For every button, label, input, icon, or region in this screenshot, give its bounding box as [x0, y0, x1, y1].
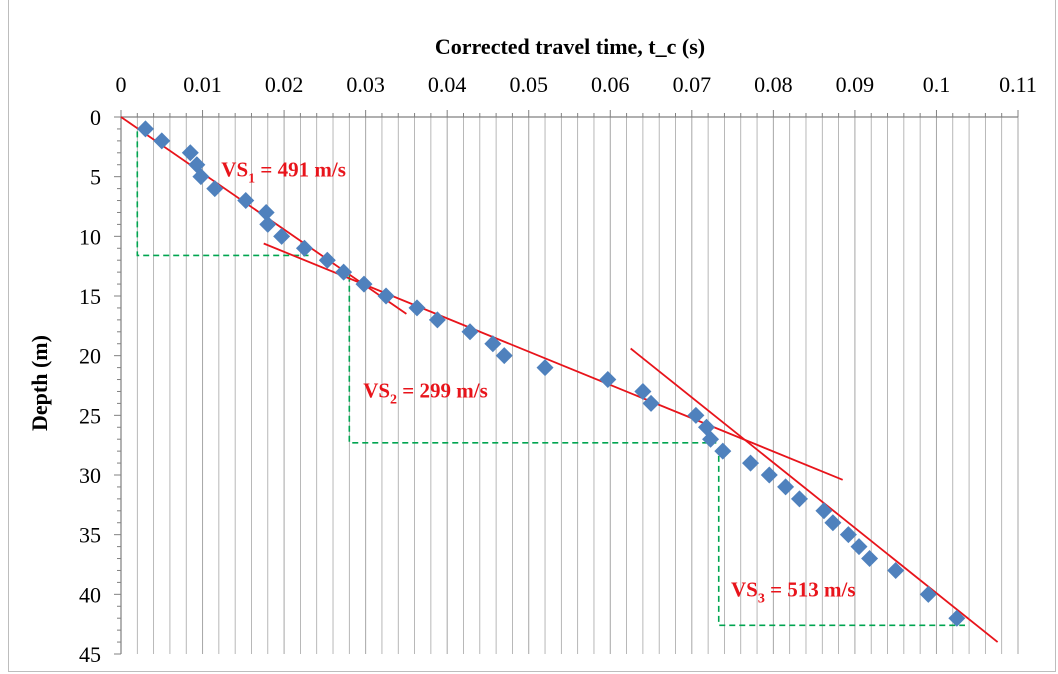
data-point — [495, 347, 513, 365]
x-tick-label: 0.04 — [428, 72, 467, 97]
y-tick-label: 25 — [79, 403, 101, 428]
data-point — [136, 120, 154, 138]
y-tick-label: 40 — [79, 582, 101, 607]
layer-boundary-line — [348, 275, 717, 444]
grid — [120, 117, 1019, 654]
velocity-label-sub: 1 — [248, 172, 255, 187]
data-point — [742, 454, 760, 472]
data-point — [948, 609, 966, 627]
data-point — [355, 275, 373, 293]
fit-line — [630, 347, 999, 643]
data-point — [887, 561, 905, 579]
x-tick-label: 0.03 — [346, 72, 385, 97]
data-point — [237, 192, 255, 210]
velocity-label-value: = 513 m/s — [765, 578, 856, 602]
data-point — [790, 490, 808, 508]
data-point — [815, 502, 833, 520]
data-point — [687, 406, 705, 424]
y-tick-label: 5 — [90, 165, 101, 190]
x-axis-title: Corrected travel time, t_c (s) — [435, 34, 705, 59]
data-point — [760, 466, 778, 484]
data-point — [850, 538, 868, 556]
data-points — [136, 120, 966, 627]
velocity-label-value: = 299 m/s — [397, 378, 488, 402]
velocity-label: VS1 = 491 m/s — [221, 158, 346, 187]
data-point — [257, 203, 275, 221]
fit-line — [263, 242, 844, 481]
layer-boundary-line — [717, 455, 965, 627]
x-tick-label: 0.09 — [836, 72, 875, 97]
x-tick-label: 0.05 — [509, 72, 548, 97]
data-point — [824, 514, 842, 532]
data-point — [295, 239, 313, 257]
x-tick-label: 0.11 — [999, 72, 1037, 97]
y-tick-label: 15 — [79, 284, 101, 309]
data-point — [408, 299, 426, 317]
chart-frame — [8, 0, 1056, 672]
data-point — [428, 311, 446, 329]
data-point — [206, 180, 224, 198]
data-point — [642, 394, 660, 412]
y-tick-label: 35 — [79, 523, 101, 548]
x-tick-label: 0.08 — [754, 72, 793, 97]
data-point — [777, 478, 795, 496]
data-point — [318, 251, 336, 269]
x-tick-label: 0.1 — [923, 72, 951, 97]
layer-boundary-line — [136, 131, 309, 257]
data-point — [461, 323, 479, 341]
data-point — [335, 263, 353, 281]
data-point — [536, 359, 554, 377]
data-point — [714, 442, 732, 460]
y-axis-title: Depth (m) — [27, 335, 52, 431]
axes: 0 0.01 0.02 0.03 0.04 0.05 0.06 0.07 0.08 0.09 0.1… — [79, 72, 1037, 667]
velocity-label: VS3 = 513 m/s — [731, 578, 856, 607]
data-point — [634, 382, 652, 400]
data-point — [484, 335, 502, 353]
data-point — [599, 371, 617, 389]
data-point — [377, 287, 395, 305]
velocity-label-main: VS — [731, 578, 758, 602]
y-tick-label: 0 — [90, 105, 101, 130]
data-point — [192, 168, 210, 186]
x-tick-label: 0 — [116, 72, 127, 97]
data-point — [919, 585, 937, 603]
x-tick-label: 0.01 — [183, 72, 222, 97]
velocity-label-main: VS — [363, 378, 390, 402]
data-point — [259, 215, 277, 233]
data-point — [839, 526, 857, 544]
layer-boundaries — [136, 131, 965, 627]
velocity-label-sub: 3 — [758, 592, 765, 607]
y-tick-label: 10 — [79, 224, 101, 249]
velocity-label-main: VS — [221, 158, 248, 182]
y-tick-label: 30 — [79, 463, 101, 488]
x-tick-label: 0.07 — [673, 72, 712, 97]
y-tick-label: 20 — [79, 344, 101, 369]
data-point — [861, 550, 879, 568]
velocity-label-sub: 2 — [390, 392, 397, 407]
data-point — [273, 227, 291, 245]
velocity-label-value: = 491 m/s — [255, 158, 346, 182]
velocity-label: VS2 = 299 m/s — [363, 378, 488, 407]
data-point — [153, 132, 171, 150]
x-tick-label: 0.06 — [591, 72, 630, 97]
y-tick-label: 45 — [79, 642, 101, 667]
data-point — [181, 144, 199, 162]
data-point — [702, 430, 720, 448]
x-tick-label: 0.02 — [265, 72, 304, 97]
